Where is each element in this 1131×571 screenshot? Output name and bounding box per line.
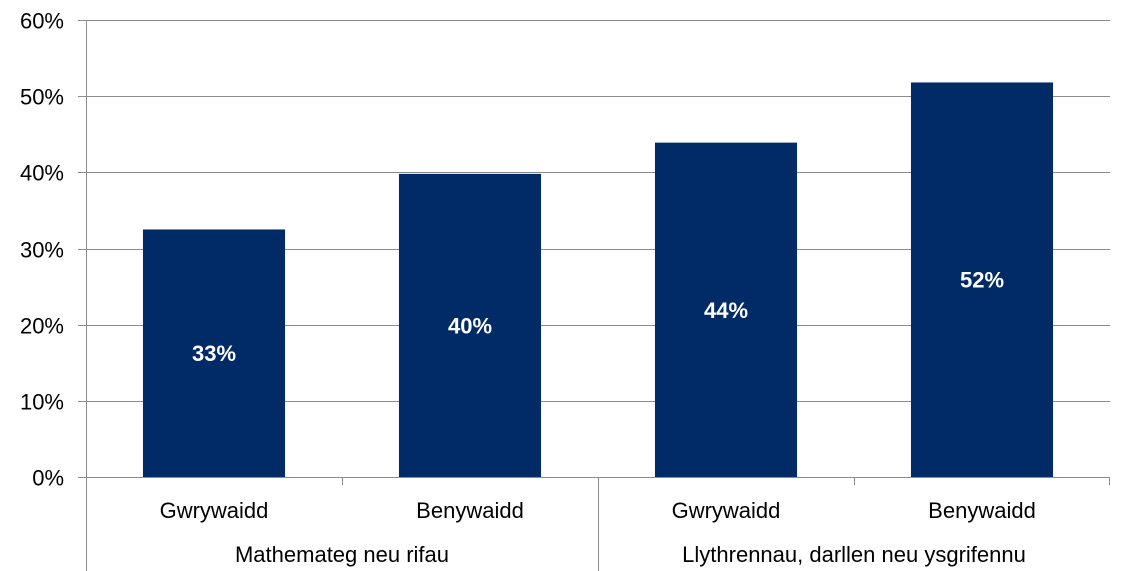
data-label: 40% [448, 313, 492, 338]
bar [142, 229, 286, 477]
x-category-label: Gwrywaidd [672, 498, 781, 523]
x-axis-labels: Gwrywaidd Benywaidd Gwrywaidd Benywaidd Math… [160, 498, 1036, 567]
bar [654, 142, 798, 477]
data-label: 44% [704, 298, 748, 323]
bar [910, 82, 1054, 477]
axes [78, 20, 1110, 571]
x-category-label: Gwrywaidd [160, 498, 269, 523]
y-tick-label: 50% [20, 85, 64, 110]
x-group-label: Llythrennau, darllen neu ysgrifennu [682, 542, 1026, 567]
y-tick-label: 10% [20, 390, 64, 415]
y-tick-label: 30% [20, 238, 64, 263]
x-category-label: Benywaidd [928, 498, 1036, 523]
x-category-label: Benywaidd [416, 498, 524, 523]
bars [142, 82, 1054, 477]
data-labels: 33% 40% 44% 52% [192, 268, 1004, 367]
y-tick-label: 20% [20, 314, 64, 339]
x-group-label: Mathemateg neu rifau [235, 542, 449, 567]
bar [398, 173, 542, 477]
data-label: 33% [192, 341, 236, 366]
y-tick-label: 0% [32, 466, 64, 491]
y-axis-tick-labels: 0% 10% 20% 30% 40% 50% 60% [20, 9, 64, 491]
y-tick-label: 40% [20, 161, 64, 186]
data-label: 52% [960, 268, 1004, 293]
y-tick-label: 60% [20, 9, 64, 34]
